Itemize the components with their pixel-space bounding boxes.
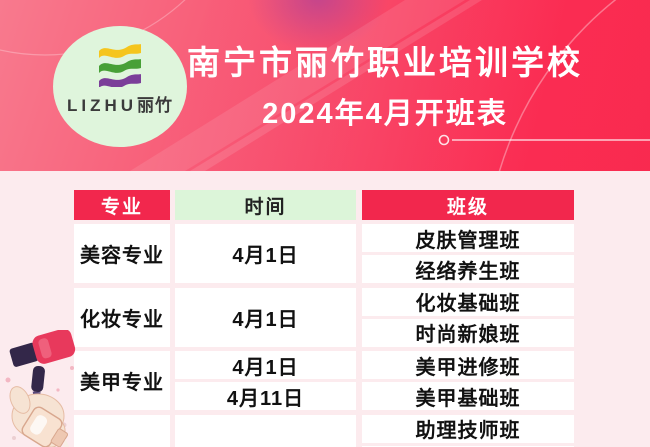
header-time: 时间 xyxy=(175,190,356,220)
header-class: 班级 xyxy=(362,190,574,220)
time-cell: 4月1日 xyxy=(175,287,356,347)
major-cell: 化妆专业 xyxy=(74,287,170,347)
class-cell: 美甲进修班 xyxy=(362,351,574,379)
time-cell: 4月1日 xyxy=(175,224,356,283)
time-cell: 4月11日 xyxy=(175,382,356,410)
school-logo: LIZHU丽竹 xyxy=(53,26,187,147)
class-cell: 助理技师班 xyxy=(362,414,574,443)
school-title: 南宁市丽竹职业培训学校 xyxy=(187,44,583,81)
class-cell: 时尚新娘班 xyxy=(362,318,574,347)
logo-latin: LIZHU xyxy=(66,96,138,115)
major-cell xyxy=(74,414,170,447)
class-cell: 经络养生班 xyxy=(362,255,574,283)
logo-wordmark: LIZHU丽竹 xyxy=(67,91,173,116)
header-major: 专业 xyxy=(74,190,170,220)
class-cell: 皮肤管理班 xyxy=(362,224,574,252)
schedule-subtitle: 2024年4月开班表 xyxy=(262,98,508,130)
logo-cn: 丽竹 xyxy=(137,96,174,115)
class-cell: 化妆基础班 xyxy=(362,287,574,316)
class-cell: 美甲基础班 xyxy=(362,382,574,410)
nail-polish-illustration xyxy=(5,330,76,447)
time-cell xyxy=(175,414,356,447)
major-cell: 美甲专业 xyxy=(74,351,170,410)
tipped-bottle-icon xyxy=(21,406,70,447)
major-cell: 美容专业 xyxy=(74,224,170,283)
class-cell xyxy=(362,445,574,447)
divider-ring-icon xyxy=(438,134,450,146)
banner: LIZHU丽竹 南宁市丽竹职业培训学校 2024年4月开班表 xyxy=(0,0,650,171)
red-polish-bottle-icon xyxy=(9,330,76,367)
logo-flag-icon xyxy=(99,44,141,87)
time-cell: 4月1日 xyxy=(175,351,356,379)
